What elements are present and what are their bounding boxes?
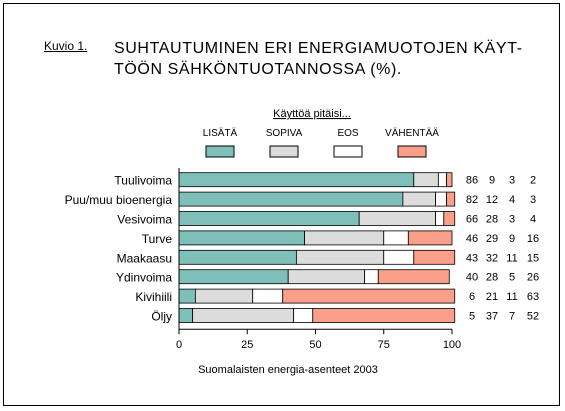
legend-swatch-1 — [205, 145, 235, 158]
bar-2-3 — [435, 191, 447, 207]
x-tick-label-1: 0 — [176, 339, 182, 351]
bar-4-1 — [178, 230, 305, 246]
category-label-6: Ydinvoima — [116, 271, 172, 285]
bar-8-4 — [312, 308, 456, 323]
chart-title: SUHTAUTUMINEN ERI ENERGIAMUOTOJEN KÄYT- … — [114, 38, 544, 80]
x-tick-label-2: 25 — [241, 339, 253, 351]
value-label-5-3: 11 — [506, 252, 517, 264]
bar-2-1 — [178, 191, 404, 207]
value-label-1-3: 3 — [509, 175, 515, 187]
bar-5-3 — [383, 249, 415, 265]
legend-label-2: SOPIVA — [266, 128, 303, 139]
x-tick-label-5: 100 — [443, 339, 461, 351]
source-note: Suomalaisten energia-asenteet 2003 — [198, 364, 378, 376]
legend-swatch-2 — [269, 145, 299, 158]
value-label-4-4: 16 — [527, 233, 539, 245]
bar-6-3 — [364, 269, 379, 285]
value-label-5-2: 32 — [486, 252, 498, 264]
value-label-3-3: 3 — [509, 214, 515, 226]
bar-2-4 — [446, 191, 456, 207]
bar-8-2 — [192, 308, 295, 323]
chart-title-line-1: SUHTAUTUMINEN ERI ENERGIAMUOTOJEN KÄYT- — [114, 40, 523, 57]
bar-6-1 — [178, 269, 289, 285]
value-label-7-4: 63 — [527, 291, 539, 303]
value-label-3-2: 28 — [486, 214, 498, 226]
bar-7-2 — [194, 288, 254, 304]
legend-label-1: LISÄTÄ — [203, 127, 238, 139]
legend-swatch-4 — [397, 145, 427, 158]
value-label-1-4: 2 — [530, 175, 536, 187]
value-label-1-2: 9 — [489, 175, 495, 187]
bar-6-4 — [377, 269, 450, 285]
bar-3-3 — [435, 211, 445, 226]
bar-7-1 — [178, 288, 196, 304]
bar-1-2 — [413, 172, 439, 188]
value-label-7-1: 6 — [469, 291, 475, 303]
bar-5-2 — [295, 249, 385, 265]
x-tick-label-3: 50 — [309, 339, 321, 351]
legend-label-3: EOS — [337, 128, 358, 139]
bar-6-2 — [287, 269, 366, 285]
value-label-2-4: 3 — [530, 194, 536, 206]
value-label-3-1: 66 — [466, 214, 478, 226]
value-label-8-1: 5 — [469, 311, 475, 323]
category-label-7: Kivihiili — [135, 290, 172, 304]
value-label-6-3: 5 — [509, 272, 515, 284]
value-label-1-1: 86 — [466, 175, 478, 187]
value-label-6-2: 28 — [486, 272, 498, 284]
category-label-4: Turve — [142, 232, 173, 246]
legend-swatch-3 — [333, 145, 363, 158]
bar-4-3 — [383, 230, 409, 246]
value-label-8-2: 37 — [486, 311, 498, 323]
value-label-5-1: 43 — [466, 252, 478, 264]
figure-label: Kuvio 1. — [44, 39, 88, 53]
category-label-2: Puu/muu bioenergia — [65, 193, 173, 207]
value-label-5-4: 15 — [527, 252, 539, 264]
value-label-4-1: 46 — [466, 233, 478, 245]
bar-1-3 — [437, 172, 447, 188]
bar-1-1 — [178, 172, 415, 188]
x-tick-label-4: 75 — [378, 339, 390, 351]
category-label-3: Vesivoima — [117, 213, 172, 227]
bar-3-1 — [178, 211, 360, 226]
category-label-8: Öljy — [151, 310, 172, 324]
bar-4-2 — [304, 230, 385, 246]
bar-3-4 — [443, 211, 456, 226]
bar-5-1 — [178, 249, 297, 265]
bar-7-4 — [282, 288, 456, 304]
value-label-8-4: 52 — [527, 311, 539, 323]
bar-4-4 — [407, 230, 453, 246]
value-label-6-1: 40 — [466, 272, 478, 284]
value-label-4-3: 9 — [509, 233, 515, 245]
value-label-6-4: 26 — [527, 272, 539, 284]
bar-2-2 — [402, 191, 437, 207]
value-label-7-3: 11 — [506, 291, 517, 303]
bar-8-1 — [178, 308, 194, 323]
category-label-5: Maakaasu — [117, 251, 172, 265]
value-label-2-3: 4 — [509, 194, 515, 206]
value-label-7-2: 21 — [486, 291, 498, 303]
value-label-8-3: 7 — [509, 311, 515, 323]
bar-7-3 — [252, 288, 284, 304]
bar-5-4 — [413, 249, 456, 265]
value-label-2-2: 12 — [486, 194, 498, 206]
value-label-4-2: 29 — [486, 233, 498, 245]
category-label-1: Tuulivoima — [114, 174, 172, 188]
value-label-3-4: 4 — [530, 214, 536, 226]
bar-3-2 — [358, 211, 437, 226]
bar-8-3 — [293, 308, 314, 323]
legend-label-4: VÄHENTÄÄ — [385, 127, 439, 139]
value-label-2-1: 82 — [466, 194, 478, 206]
chart-title-line-2: TÖÖN SÄHKÖNTUOTANNOSSA (%). — [114, 61, 402, 78]
legend-title: Käyttöä pitäisi... — [273, 108, 351, 120]
bar-1-4 — [446, 172, 453, 188]
